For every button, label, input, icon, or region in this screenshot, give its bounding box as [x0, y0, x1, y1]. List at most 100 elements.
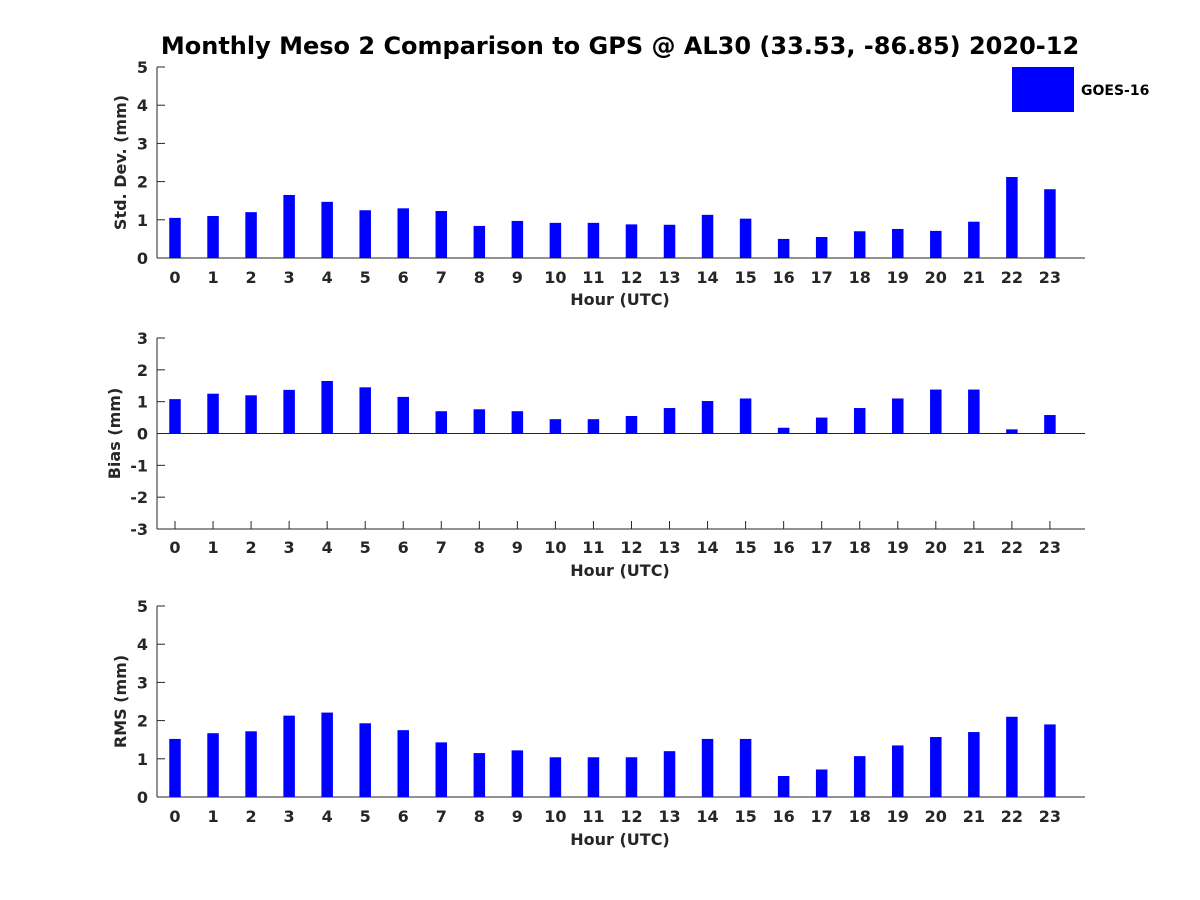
bar-hour-0: [169, 738, 181, 797]
x-tick-label: 9: [512, 268, 523, 287]
y-tick-label: 3: [137, 134, 148, 153]
bar-hour-10: [549, 222, 562, 258]
x-tick-label: 19: [887, 538, 909, 557]
bar-hour-11: [587, 419, 600, 434]
x-tick-label: 19: [887, 268, 909, 287]
bar-hour-15: [739, 398, 752, 434]
bar-hour-22: [1006, 429, 1018, 434]
bar-hour-22: [1006, 177, 1018, 258]
x-tick-label: 21: [963, 268, 985, 287]
x-tick-label: 5: [360, 807, 371, 826]
x-tick-label: 22: [1001, 807, 1023, 826]
x-tick-label: 6: [398, 538, 409, 557]
bar-hour-5: [359, 387, 371, 434]
bar-hour-0: [169, 399, 181, 434]
bar-hour-0: [169, 217, 181, 258]
bar-hour-21: [968, 221, 980, 258]
bar-hour-1: [207, 733, 219, 797]
bar-hour-16: [777, 238, 790, 258]
bar-hour-6: [397, 396, 409, 434]
legend-swatch-goes16: [1012, 67, 1074, 112]
x-tick-label: 18: [849, 268, 871, 287]
x-tick-label: 17: [811, 807, 833, 826]
x-tick-label: 12: [620, 538, 642, 557]
x-tick-label: 21: [963, 538, 985, 557]
x-tick-label: 15: [734, 538, 756, 557]
bar-hour-10: [549, 419, 562, 434]
y-tick-label: 4: [137, 635, 148, 654]
bar-hour-8: [473, 753, 486, 797]
bar-hour-18: [853, 231, 866, 258]
bar-hour-20: [930, 230, 942, 258]
bar-hour-10: [549, 757, 562, 797]
bar-hour-18: [853, 756, 866, 797]
x-tick-label: 18: [849, 538, 871, 557]
x-tick-label: 13: [658, 268, 680, 287]
bar-hour-22: [1006, 716, 1018, 797]
bar-hour-6: [397, 730, 409, 797]
x-tick-label: 20: [925, 807, 947, 826]
y-tick-label: 2: [137, 361, 148, 380]
x-tick-label: 14: [696, 268, 718, 287]
x-tick-label: 2: [246, 538, 257, 557]
bar-hour-21: [968, 389, 980, 434]
bar-hour-3: [283, 715, 295, 797]
y-tick-label: -1: [130, 456, 148, 475]
bar-hour-9: [511, 411, 524, 434]
bar-hour-17: [815, 417, 828, 434]
x-tick-label: 18: [849, 807, 871, 826]
y-tick-label: 0: [137, 425, 148, 444]
bar-hour-13: [663, 751, 676, 797]
x-tick-label: 19: [887, 807, 909, 826]
x-tick-label: 1: [207, 538, 218, 557]
bar-hour-3: [283, 194, 295, 258]
bar-hour-15: [739, 738, 752, 797]
x-tick-label: 20: [925, 538, 947, 557]
bar-hour-14: [701, 214, 714, 258]
x-tick-label: 13: [658, 538, 680, 557]
bar-hour-2: [245, 395, 257, 434]
y-tick-label: 3: [137, 329, 148, 348]
y-axis-label: Std. Dev. (mm): [111, 95, 130, 230]
bar-hour-19: [892, 745, 904, 797]
x-tick-label: 4: [322, 268, 333, 287]
x-tick-label: 9: [512, 538, 523, 557]
bar-hour-8: [473, 409, 486, 434]
x-tick-label: 3: [284, 807, 295, 826]
x-tick-label: 9: [512, 807, 523, 826]
bar-hour-9: [511, 750, 524, 797]
bar-hour-14: [701, 401, 714, 434]
x-tick-label: 15: [734, 268, 756, 287]
bar-hour-3: [283, 389, 295, 434]
bar-hour-19: [892, 228, 904, 258]
bar-hour-16: [777, 427, 790, 434]
bar-hour-5: [359, 723, 371, 797]
bar-hour-23: [1044, 189, 1056, 258]
x-tick-label: 10: [544, 268, 566, 287]
x-axis-label: Hour (UTC): [570, 830, 670, 849]
bar-hour-12: [625, 757, 638, 797]
x-tick-label: 11: [582, 268, 604, 287]
x-tick-label: 7: [436, 538, 447, 557]
x-tick-label: 12: [620, 807, 642, 826]
bar-hour-9: [511, 220, 524, 258]
x-tick-label: 4: [322, 538, 333, 557]
y-tick-label: 2: [137, 712, 148, 731]
bar-hour-7: [435, 411, 448, 434]
x-axis-label: Hour (UTC): [570, 561, 670, 580]
x-tick-label: 3: [284, 538, 295, 557]
x-tick-label: 23: [1039, 807, 1061, 826]
bar-hour-13: [663, 224, 676, 258]
x-tick-label: 16: [773, 807, 795, 826]
y-tick-label: 1: [137, 750, 148, 769]
x-tick-label: 11: [582, 538, 604, 557]
x-tick-label: 21: [963, 807, 985, 826]
y-tick-label: 3: [137, 673, 148, 692]
x-tick-label: 22: [1001, 538, 1023, 557]
bar-hour-14: [701, 738, 714, 797]
y-tick-label: 1: [137, 211, 148, 230]
x-tick-label: 2: [246, 268, 257, 287]
